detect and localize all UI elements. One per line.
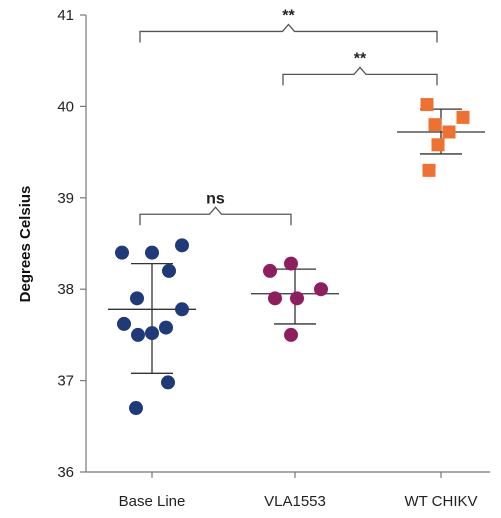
- significance-label: **: [354, 50, 367, 67]
- y-tick-label: 39: [57, 190, 74, 207]
- y-tick-label: 38: [57, 281, 74, 298]
- data-point: [175, 302, 189, 317]
- significance-label: **: [282, 7, 295, 24]
- y-tick-label: 41: [57, 7, 74, 24]
- data-point: [420, 98, 434, 112]
- data-point: [161, 375, 175, 390]
- data-point: [422, 163, 436, 177]
- axes: 36 37 38 39 40 41 Base Line VLA1553 WT CHIKV: [57, 7, 490, 510]
- data-point: [145, 326, 159, 341]
- x-tick-label: Base Line: [119, 493, 186, 510]
- y-tick-label: 40: [57, 98, 74, 115]
- data-point: [115, 245, 129, 260]
- y-axis-label: Degrees Celsius: [17, 186, 34, 303]
- significance-bracket: [139, 23, 438, 43]
- data-point: [284, 327, 298, 342]
- data-point: [431, 138, 445, 152]
- significance-bracket: [139, 206, 292, 226]
- data-point: [162, 263, 176, 278]
- data-point: [175, 238, 189, 253]
- data-point: [129, 401, 143, 416]
- y-tick-label: 36: [57, 464, 74, 481]
- significance-label: ns: [206, 190, 225, 207]
- data-point: [456, 110, 470, 124]
- data-point: [290, 291, 304, 306]
- data-point: [428, 118, 442, 132]
- data-point: [117, 316, 131, 331]
- x-tick-label: WT CHIKV: [404, 493, 477, 510]
- data-point: [159, 320, 173, 335]
- data-point: [263, 263, 277, 278]
- data-point: [131, 327, 145, 342]
- data-point: [314, 282, 328, 297]
- data-point: [268, 291, 282, 306]
- significance-bracket: [282, 66, 438, 86]
- data-point: [284, 256, 298, 271]
- y-tick-label: 37: [57, 373, 74, 390]
- data-point: [145, 245, 159, 260]
- data-point: [442, 125, 456, 139]
- data-points: [115, 98, 470, 416]
- data-point: [130, 291, 144, 306]
- significance-brackets: ** ** ns: [139, 7, 438, 226]
- x-tick-label: VLA1553: [264, 493, 326, 510]
